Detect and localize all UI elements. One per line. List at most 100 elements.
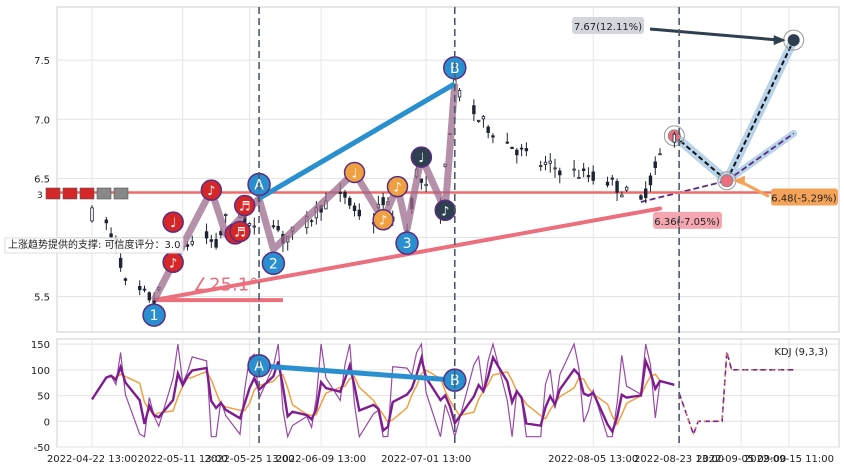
cluster-flag: [62, 187, 78, 200]
forecast-high-label: 7.67(12.11%): [574, 22, 642, 33]
oscillator-y-tick-label: 150: [31, 340, 50, 351]
forecast-low-arrowhead: [732, 175, 745, 186]
candle-body: [548, 160, 552, 164]
wave-point-marker: [261, 251, 286, 276]
vertical-markers: [258, 7, 680, 447]
candle-body: [610, 177, 614, 180]
candle-body: [591, 171, 595, 181]
oscillator-y-tick-label: -50: [34, 443, 50, 454]
angle-label: ∠25.1°: [193, 275, 258, 296]
wave-point-label: 1: [150, 308, 159, 324]
candle-body: [90, 207, 94, 222]
candle-body: [620, 194, 624, 198]
candle-body: [491, 135, 495, 138]
x-tick-label: 2022-05-25 13:00: [204, 454, 294, 465]
x-tick-label: 2022-05-11 13:00: [138, 454, 228, 465]
x-tick-label: 2022-09-15 11:00: [744, 454, 834, 465]
candle-body: [309, 220, 314, 223]
forecast-channel-dashed: [726, 132, 795, 182]
note-marker: [386, 175, 409, 198]
candle-body: [152, 300, 156, 304]
candle-body: [519, 147, 524, 150]
oscillator-y-tick-label: 50: [37, 392, 50, 403]
x-axis: 2022-04-22 13:00 2022-05-11 13:002022-05-…: [47, 454, 834, 465]
price-panel: 5.56.57.07.5 ♪♩♪♪♬♬♩♪♪♩♪123AB ∠25.1°7.67…: [4, 6, 840, 333]
candle-body: [142, 288, 147, 291]
note-marker: [372, 208, 394, 231]
cluster-flag: [113, 187, 129, 200]
forecast-layer: [640, 29, 805, 203]
candle-body: [118, 257, 123, 268]
note-marker-glyph: ♩: [351, 166, 357, 181]
candle-body: [558, 170, 562, 176]
support-note-box: [4, 237, 184, 254]
note-marker-glyph: ♪: [441, 204, 449, 219]
note-marker: [162, 211, 184, 233]
cluster-label: 3: [37, 191, 43, 201]
candle-body: [147, 292, 151, 301]
candle-body: [486, 126, 490, 133]
candle-body: [357, 209, 362, 217]
x-tick-label: 2022-08-23 13:00: [634, 454, 724, 465]
x-tick-label: 2022-04-22 13:00: [47, 454, 137, 465]
price-y-tick-label: 7.0: [34, 115, 50, 126]
candle-body: [247, 223, 252, 226]
wave-point-label: 3: [403, 236, 412, 252]
price-y-tick-label: 5.5: [34, 293, 50, 304]
candle-body: [457, 89, 462, 98]
candle-body: [190, 241, 194, 245]
candle-body: [424, 183, 428, 187]
forecast-low-marker: [720, 174, 734, 188]
note-marker: [343, 161, 366, 184]
candle-body: [605, 181, 610, 186]
support-low-label-box: [653, 211, 723, 229]
note-marker-glyph: ♬: [234, 226, 246, 241]
markers-layer: ♪♩♪♪♬♬♩♪♪♩♪123AB: [142, 56, 467, 327]
note-marker-glyph: ♬: [239, 200, 251, 215]
ab-line: [257, 81, 457, 201]
kdj-forecast-line: [678, 351, 794, 437]
x-tick-label: 2022-09-05 09:00: [696, 454, 786, 465]
candle-body: [553, 167, 557, 170]
candle-body: [252, 225, 256, 228]
x-tick-label: 2022-07-01 13:00: [381, 454, 471, 465]
candle-body: [524, 148, 529, 152]
candle-body: [138, 286, 142, 291]
note-marker-glyph: ♪: [169, 256, 177, 271]
candle-body: [543, 161, 548, 165]
candle-body: [223, 213, 228, 216]
candle-body: [214, 239, 218, 248]
candle-body: [271, 225, 276, 228]
candle-body: [644, 188, 648, 199]
candle-body: [658, 153, 662, 156]
support-low-label: 6.36(-7.05%): [654, 217, 720, 228]
support-extension-dashed: [640, 179, 728, 203]
oscillator-y-tick-label: 100: [31, 366, 50, 377]
candle-body: [338, 192, 342, 194]
candle-body: [572, 168, 576, 171]
forecast-high-marker: [787, 34, 800, 47]
candle-body: [204, 231, 209, 239]
candle-body: [577, 176, 581, 179]
forecast-path-down: [673, 135, 728, 182]
candle-body: [104, 219, 109, 224]
oscillator-legend: KDJ (9,3,3): [774, 347, 828, 358]
note-marker: [229, 220, 251, 243]
candle-body: [615, 181, 619, 193]
oscillator-y-ticks: -50 0 50 100 150: [31, 340, 50, 454]
cluster-flag: [96, 187, 112, 200]
candle-body: [538, 165, 543, 167]
oscillator-plot-frame: [56, 338, 840, 448]
candle-body: [109, 233, 113, 238]
candle-body: [586, 175, 591, 178]
candle-body: [581, 168, 586, 171]
labels-layer: ∠25.1° 7.67(12.11%) 6.48(-5.29%) 6.36(-7.05…: [4, 17, 838, 296]
candle-body: [123, 278, 128, 281]
x-tick-label: 2022-06-09 13:00: [276, 454, 366, 465]
candle-body: [209, 239, 214, 242]
price-y-tick-label: 6.5: [34, 174, 50, 185]
candle-body: [352, 205, 357, 212]
candle-body: [476, 120, 481, 122]
